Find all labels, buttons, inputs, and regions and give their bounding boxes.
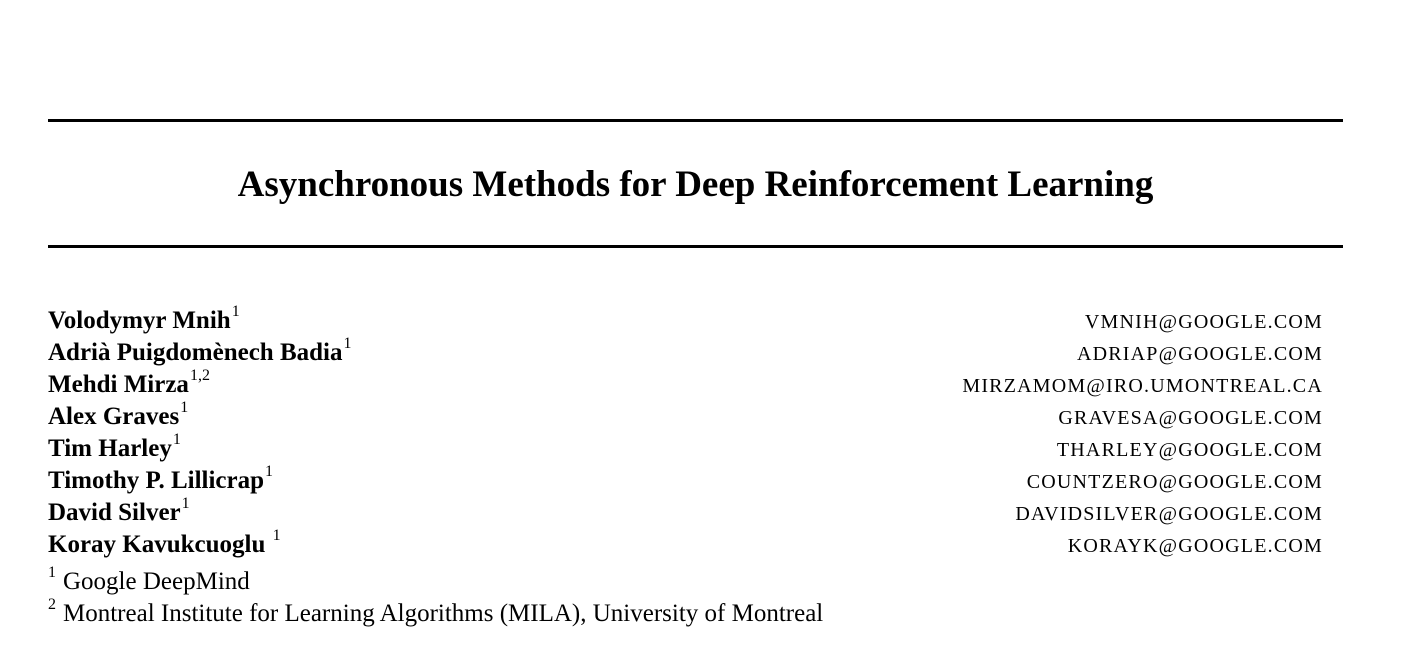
author-affiliation-mark: 1	[272, 526, 281, 544]
author-name: Adrià Puigdomènech Badia1	[48, 334, 352, 366]
author-row: Alex Graves1 GRAVESA@GOOGLE.COM	[48, 398, 1323, 433]
author-list: Volodymyr Mnih1 VMNIH@GOOGLE.COM Adrià P…	[48, 302, 1323, 561]
author-email: COUNTZERO@GOOGLE.COM	[1026, 471, 1323, 493]
author-name: Koray Kavukcuoglu 1	[48, 526, 281, 558]
title-top-rule	[48, 119, 1343, 122]
author-row: David Silver1 DAVIDSILVER@GOOGLE.COM	[48, 494, 1323, 529]
author-name: David Silver1	[48, 494, 190, 526]
affiliation-list: 1 Google DeepMind 2 Montreal Institute for…	[48, 563, 824, 630]
author-email: THARLEY@GOOGLE.COM	[1056, 439, 1323, 461]
author-email: KORAYK@GOOGLE.COM	[1067, 535, 1323, 557]
author-name: Tim Harley1	[48, 430, 181, 462]
affiliation-text: Montreal Institute for Learning Algorith…	[63, 600, 824, 627]
affiliation-text: Google DeepMind	[63, 568, 250, 595]
author-row: Mehdi Mirza1,2 MIRZAMOM@IRO.UMONTREAL.CA	[48, 366, 1323, 401]
author-row: Volodymyr Mnih1 VMNIH@GOOGLE.COM	[48, 302, 1323, 337]
affiliation-mark: 1	[48, 563, 56, 581]
affiliation: 1 Google DeepMind	[48, 563, 823, 598]
author-affiliation-mark: 1	[180, 398, 189, 416]
author-affiliation-mark: 1,2	[189, 366, 210, 384]
author-affiliation-mark: 1	[231, 302, 240, 320]
author-name: Mehdi Mirza1,2	[48, 366, 210, 398]
author-row: Adrià Puigdomènech Badia1 ADRIAP@GOOGLE.…	[48, 334, 1323, 369]
author-affiliation-mark: 1	[343, 334, 352, 352]
author-row: Koray Kavukcuoglu 1 KORAYK@GOOGLE.COM	[48, 526, 1323, 561]
paper-title: Asynchronous Methods for Deep Reinforcem…	[237, 164, 1154, 205]
author-email: MIRZAMOM@IRO.UMONTREAL.CA	[962, 375, 1323, 397]
author-affiliation-mark: 1	[181, 494, 190, 512]
author-email: DAVIDSILVER@GOOGLE.COM	[1015, 503, 1323, 525]
author-name: Alex Graves1	[48, 398, 189, 430]
affiliation: 2 Montreal Institute for Learning Algorit…	[48, 595, 824, 630]
author-email: GRAVESA@GOOGLE.COM	[1058, 407, 1323, 429]
author-affiliation-mark: 1	[172, 430, 181, 448]
author-name: Volodymyr Mnih1	[48, 302, 240, 334]
title-bottom-rule	[48, 245, 1343, 248]
author-row: Timothy P. Lillicrap1 COUNTZERO@GOOGLE.C…	[48, 462, 1323, 497]
author-row: Tim Harley1 THARLEY@GOOGLE.COM	[48, 430, 1323, 465]
author-email: VMNIH@GOOGLE.COM	[1084, 311, 1323, 333]
affiliation-mark: 2	[48, 595, 56, 613]
author-name: Timothy P. Lillicrap1	[48, 462, 274, 494]
author-affiliation-mark: 1	[265, 462, 274, 480]
author-email: ADRIAP@GOOGLE.COM	[1076, 343, 1323, 365]
